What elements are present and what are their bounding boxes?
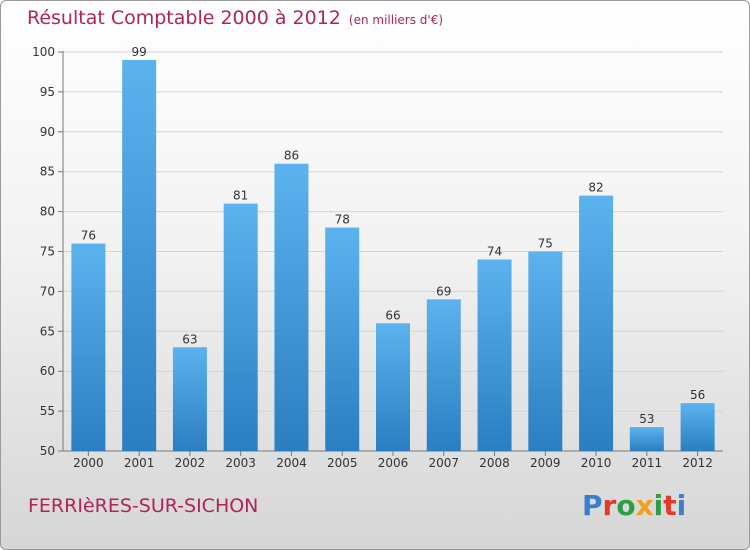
logo-letter: r	[602, 489, 617, 522]
y-tick-label: 65	[40, 324, 55, 338]
y-tick-label: 100	[32, 45, 55, 59]
y-tick-label: 85	[40, 165, 55, 179]
bar	[376, 323, 410, 451]
logo-letter: i	[676, 489, 687, 522]
y-tick-label: 90	[40, 125, 55, 139]
x-tick-label: 2009	[530, 456, 561, 470]
x-tick-label: 2008	[479, 456, 510, 470]
bar	[579, 195, 614, 451]
data-label: 78	[335, 213, 350, 227]
y-tick-label: 75	[40, 245, 55, 259]
commune-name: FERRIèRES-SUR-SICHON	[28, 495, 259, 517]
y-tick-label: 95	[40, 85, 55, 99]
bar	[122, 59, 157, 451]
proxiti-logo: Proxiti	[582, 489, 686, 522]
chart-title-text: Résultat Comptable 2000 à 2012	[27, 7, 341, 29]
x-tick-label: 2004	[276, 456, 307, 470]
y-tick-label: 55	[40, 404, 55, 418]
x-tick-label: 2007	[428, 456, 459, 470]
y-tick-label: 80	[40, 205, 55, 219]
bar	[629, 427, 664, 451]
x-tick-label: 2006	[378, 456, 409, 470]
data-label: 81	[233, 189, 248, 203]
bar	[680, 403, 715, 451]
y-tick-label: 60	[40, 364, 55, 378]
x-tick-label: 2000	[73, 456, 104, 470]
data-label: 99	[132, 45, 147, 59]
bar	[71, 243, 106, 451]
bar	[426, 299, 461, 451]
logo-letter: t	[663, 489, 677, 522]
y-tick-label: 70	[40, 284, 55, 298]
data-label: 86	[284, 149, 299, 163]
data-label: 82	[588, 181, 603, 195]
bar	[528, 251, 563, 451]
x-tick-label: 2003	[225, 456, 256, 470]
bar	[477, 259, 512, 451]
data-label: 74	[487, 244, 502, 258]
data-label: 66	[385, 308, 400, 322]
logo-letter: P	[582, 489, 603, 522]
x-tick-label: 2012	[682, 456, 713, 470]
x-tick-label: 2005	[327, 456, 358, 470]
bar	[325, 227, 360, 451]
data-label: 76	[81, 229, 96, 243]
x-tick-label: 2010	[581, 456, 612, 470]
x-tick-label: 2001	[124, 456, 155, 470]
chart-title: Résultat Comptable 2000 à 2012 (en millie…	[27, 7, 443, 29]
bar	[172, 347, 207, 451]
chart-subtitle: (en milliers d'€)	[348, 13, 444, 27]
data-label: 56	[690, 388, 705, 402]
x-tick-label: 2011	[632, 456, 663, 470]
data-label: 53	[639, 412, 654, 426]
logo-letter: x	[635, 489, 654, 522]
logo-letter: i	[653, 489, 664, 522]
bar	[274, 163, 309, 451]
logo-letter: o	[616, 489, 636, 522]
x-tick-label: 2002	[175, 456, 206, 470]
data-label: 75	[538, 237, 553, 251]
bar	[223, 203, 258, 451]
y-tick-label: 50	[40, 444, 55, 458]
data-label: 63	[182, 332, 197, 346]
data-label: 69	[436, 284, 451, 298]
